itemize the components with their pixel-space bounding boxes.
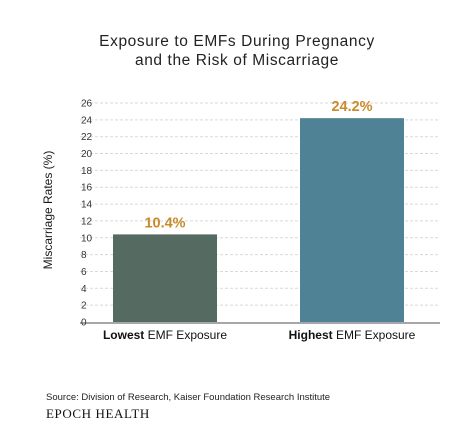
brand-logo: EPOCH HEALTH — [46, 406, 150, 421]
category-labels: Lowest EMF Exposure Highest EMF Exposure — [103, 328, 416, 342]
category-label-0: Lowest EMF Exposure — [103, 328, 227, 342]
value-label-0: 10.4% — [144, 215, 185, 231]
bars — [113, 118, 404, 323]
y-tick-label-26: 26 — [81, 99, 93, 110]
source-note: Source: Division of Research, Kaiser Fou… — [46, 392, 330, 403]
bar-highest — [300, 118, 404, 323]
y-tick-label-8: 8 — [81, 250, 87, 261]
chart-title-line-1: Exposure to EMFs During Pregnancy — [99, 33, 375, 50]
bar-lowest — [113, 234, 217, 322]
y-tick-label-22: 22 — [81, 132, 93, 143]
y-tick-label-14: 14 — [81, 200, 93, 211]
category-label-rest-1: EMF Exposure — [333, 328, 416, 342]
y-tick-label-20: 20 — [81, 149, 93, 160]
y-tick-label-18: 18 — [81, 166, 93, 177]
y-axis-label: Miscarriage Rates (%) — [41, 151, 55, 270]
y-tick-label-6: 6 — [81, 267, 87, 278]
y-tick-label-24: 24 — [81, 115, 93, 126]
chart-title-line-2: and the Risk of Miscarriage — [135, 52, 339, 69]
y-tick-label-4: 4 — [81, 284, 87, 295]
value-labels: 10.4% 24.2% — [144, 99, 372, 231]
category-label-rest-0: EMF Exposure — [144, 328, 227, 342]
category-label-strong-1: Highest — [289, 328, 333, 342]
y-tick-label-10: 10 — [81, 233, 93, 244]
y-tick-label-2: 2 — [81, 301, 87, 312]
category-label-1: Highest EMF Exposure — [289, 328, 416, 342]
category-label-strong-0: Lowest — [103, 328, 144, 342]
y-tick-label-12: 12 — [81, 216, 93, 227]
grid — [80, 102, 440, 324]
y-tick-label-0: 0 — [81, 318, 87, 329]
value-label-1: 24.2% — [331, 99, 372, 115]
y-tick-label-16: 16 — [81, 183, 93, 194]
